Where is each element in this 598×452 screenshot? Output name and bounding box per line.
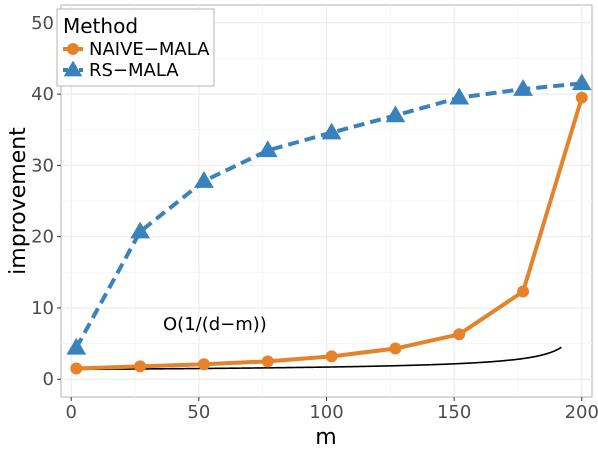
y-tick-label: 50 (31, 13, 54, 34)
x-tick-label: 50 (187, 402, 210, 423)
y-axis: 0 10 20 30 40 50 (31, 13, 61, 390)
naive-mala-point (134, 360, 147, 373)
x-tick-label: 0 (65, 402, 76, 423)
rs-mala-line (74, 81, 582, 349)
rs-mala-point (513, 79, 533, 96)
naive-mala-point (575, 91, 588, 104)
legend-label: RS−MALA (89, 60, 179, 81)
x-tick-label: 150 (437, 402, 471, 423)
reference-curve-layer (76, 346, 562, 371)
y-tick-label: 10 (31, 298, 54, 319)
reference-curve-label: O(1/(d−m)) (163, 314, 267, 335)
x-tick-label: 200 (565, 402, 598, 423)
naive-mala-point (70, 362, 83, 375)
rs-mala-point (66, 337, 87, 355)
y-tick-label: 20 (31, 227, 54, 248)
y-tick-label: 40 (31, 84, 54, 105)
rs-mala-point (571, 73, 592, 91)
naive-mala-point (261, 355, 274, 368)
y-tick-label: 30 (31, 155, 54, 176)
rs-mala-point (449, 87, 470, 105)
legend-entry-rs-mala: RS−MALA (63, 60, 179, 81)
naive-mala-point (389, 342, 402, 355)
legend-title: Method (63, 14, 138, 38)
y-tick-label: 0 (43, 369, 54, 390)
legend-key-marker (67, 43, 79, 55)
series-layer (66, 73, 592, 375)
rs-mala-point (130, 221, 150, 239)
legend-box (56, 8, 215, 87)
rs-mala-point (321, 122, 342, 140)
legend-key-marker (63, 60, 83, 77)
rs-mala-point (257, 140, 278, 158)
y-axis-title: improvement (6, 127, 31, 275)
rs-mala-point (385, 105, 406, 123)
naive-mala-point (453, 328, 466, 341)
rs-mala-point (194, 171, 214, 188)
naive-mala-point (517, 285, 530, 298)
x-axis-title: m (315, 425, 336, 450)
naive-mala-point (325, 350, 338, 363)
x-tick-label: 100 (309, 402, 343, 423)
reference-curve (76, 346, 562, 371)
x-axis: 0 50 100 150 200 (65, 397, 598, 423)
naive-mala-point (197, 358, 210, 371)
legend-entry-naive-mala: NAIVE−MALA (63, 39, 210, 60)
legend-label: NAIVE−MALA (89, 39, 210, 60)
